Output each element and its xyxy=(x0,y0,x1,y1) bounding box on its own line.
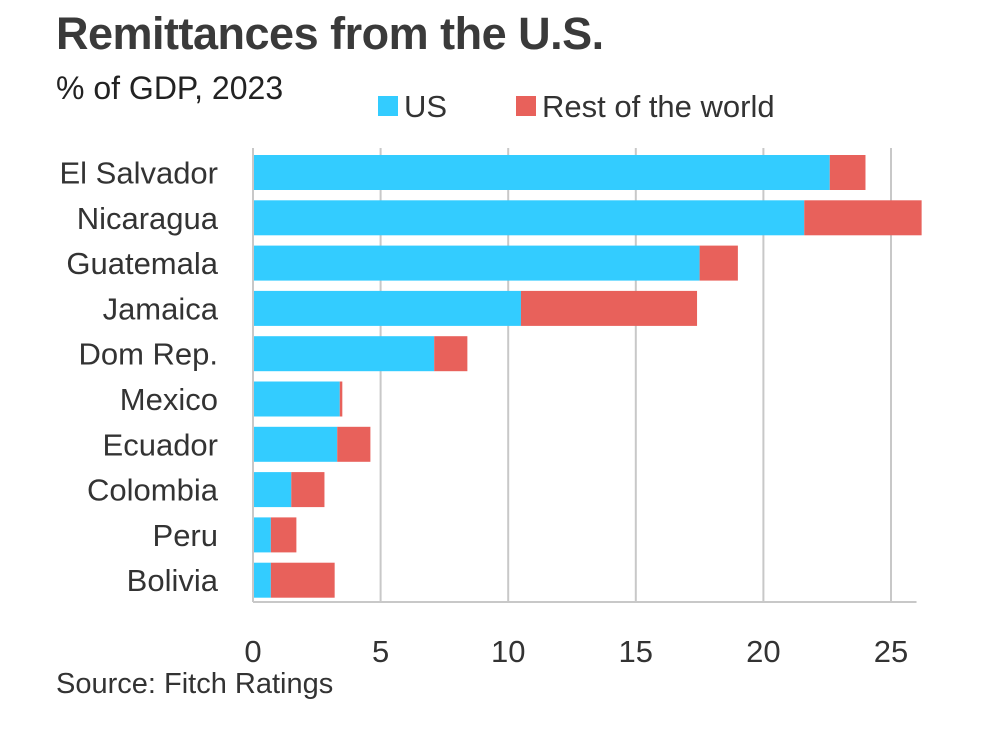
bar-rest-of-world xyxy=(291,472,325,508)
bar-us xyxy=(253,290,521,326)
bar-us xyxy=(253,381,340,417)
y-tick-label: Colombia xyxy=(87,473,219,508)
x-tick-label: 25 xyxy=(874,634,908,669)
bar-rest-of-world xyxy=(699,245,738,281)
legend-label: Rest of the world xyxy=(542,89,775,124)
bar-rest-of-world xyxy=(339,381,343,417)
x-tick-label: 10 xyxy=(491,634,525,669)
y-tick-label: Mexico xyxy=(120,382,218,417)
y-tick-label: El Salvador xyxy=(59,156,218,191)
x-tick-label: 5 xyxy=(372,634,389,669)
y-tick-label: Nicaragua xyxy=(77,201,219,236)
bar-us xyxy=(253,426,338,462)
legend-label: US xyxy=(404,89,447,124)
y-tick-label: Guatemala xyxy=(66,246,218,281)
legend-swatch xyxy=(516,96,536,116)
bar-rest-of-world xyxy=(829,155,866,190)
bar-rest-of-world xyxy=(337,426,371,462)
x-tick-label: 20 xyxy=(746,634,780,669)
y-tick-label: Dom Rep. xyxy=(78,337,218,372)
bar-rest-of-world xyxy=(270,562,335,598)
y-tick-label: Ecuador xyxy=(103,427,218,462)
source-note: Source: Fitch Ratings xyxy=(56,668,334,700)
legend-swatch xyxy=(378,96,398,116)
y-tick-label: Jamaica xyxy=(103,291,219,326)
y-tick-label: Bolivia xyxy=(127,563,219,598)
bar-us xyxy=(253,336,435,372)
bar-rest-of-world xyxy=(270,517,297,553)
bar-us xyxy=(253,562,271,598)
chart-subtitle: % of GDP, 2023 xyxy=(56,70,284,106)
bar-rest-of-world xyxy=(434,336,468,372)
chart-title: Remittances from the U.S. xyxy=(56,8,604,59)
bar-us xyxy=(253,200,805,236)
bar-us xyxy=(253,245,700,281)
bar-us xyxy=(253,472,292,508)
bar-rest-of-world xyxy=(520,290,698,326)
y-tick-label: Peru xyxy=(153,518,218,553)
bar-us xyxy=(253,517,271,553)
x-tick-label: 15 xyxy=(619,634,653,669)
x-tick-label: 0 xyxy=(244,634,261,669)
bar-rest-of-world xyxy=(804,200,922,236)
bar-us xyxy=(253,155,830,190)
